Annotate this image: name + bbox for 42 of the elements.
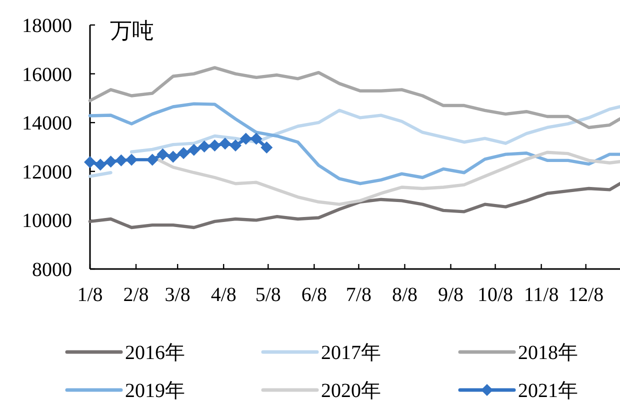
x-tick-label: 6/8 bbox=[301, 284, 327, 306]
point bbox=[126, 154, 138, 166]
point bbox=[167, 150, 180, 163]
point bbox=[146, 154, 158, 166]
x-tick-label: 3/8 bbox=[164, 284, 190, 306]
y-tick-label: 16000 bbox=[22, 64, 72, 86]
point bbox=[240, 132, 252, 145]
legend-label: 2017年 bbox=[321, 342, 381, 364]
x-tick-label: 4/8 bbox=[210, 284, 236, 306]
y-tick-label: 10000 bbox=[22, 210, 72, 232]
point bbox=[198, 140, 210, 153]
point bbox=[229, 140, 242, 152]
legend-label: 2019年 bbox=[125, 380, 185, 401]
x-tick-label: 12/8 bbox=[568, 284, 604, 306]
x-tick-label: 11/8 bbox=[524, 284, 559, 306]
x-tick-label: 10/8 bbox=[478, 284, 514, 306]
point bbox=[219, 138, 232, 150]
point bbox=[178, 147, 190, 160]
y-tick-label: 8000 bbox=[32, 259, 72, 281]
legend-label: 2018年 bbox=[518, 342, 578, 364]
x-tick-label: 5/8 bbox=[255, 284, 281, 306]
point bbox=[260, 141, 273, 154]
point bbox=[156, 148, 169, 160]
legend-label: 2021年 bbox=[518, 380, 578, 401]
point bbox=[94, 158, 106, 171]
legend-label: 2016年 bbox=[125, 342, 185, 364]
point bbox=[115, 154, 128, 166]
y-tick-label: 18000 bbox=[22, 15, 72, 37]
x-tick-label: 8/8 bbox=[392, 284, 418, 306]
x-tick-label: 7/8 bbox=[346, 284, 372, 306]
y-axis-title: 万吨 bbox=[110, 18, 154, 43]
point bbox=[250, 132, 262, 145]
x-tick-label: 1/8 bbox=[77, 284, 103, 306]
legend-label: 2020年 bbox=[321, 380, 381, 401]
y-tick-label: 14000 bbox=[22, 112, 72, 135]
point bbox=[208, 140, 221, 152]
point bbox=[104, 156, 117, 168]
point bbox=[188, 144, 200, 156]
x-tick-label: 9/8 bbox=[438, 284, 464, 306]
point bbox=[84, 156, 96, 168]
y-tick-label: 12000 bbox=[22, 161, 72, 184]
x-tick-label: 2/8 bbox=[123, 284, 149, 306]
